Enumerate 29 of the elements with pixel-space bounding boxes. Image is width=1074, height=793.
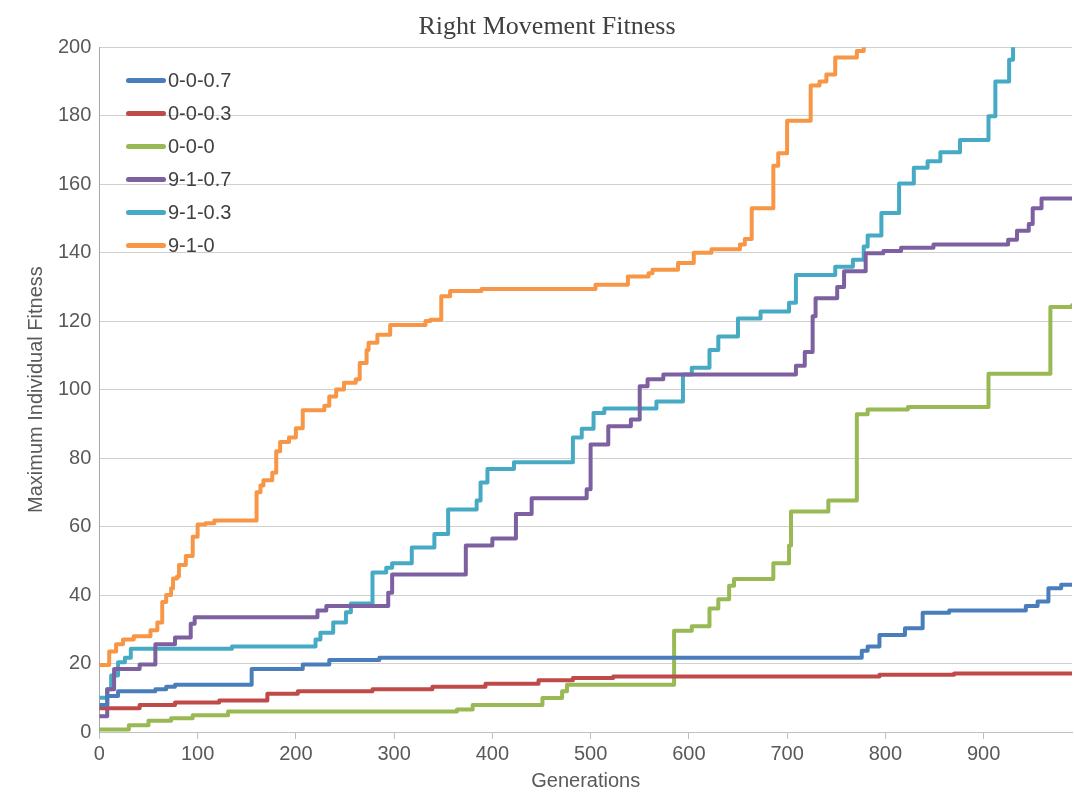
legend-label: 9-1-0 — [168, 234, 215, 257]
x-tick-label: 800 — [868, 741, 903, 764]
legend-label: 0-0-0.7 — [168, 69, 232, 92]
y-tick-label: 20 — [69, 651, 92, 674]
y-tick-label: 60 — [69, 514, 92, 537]
y-tick-label: 200 — [57, 34, 92, 57]
chart-title: Right Movement Fitness — [418, 11, 676, 41]
x-tick-label: 100 — [180, 741, 215, 764]
x-tick-label: 400 — [475, 741, 510, 764]
x-tick-label: 600 — [672, 741, 706, 764]
legend-label: 0-0-0.3 — [168, 102, 232, 125]
x-tick-label: 300 — [377, 741, 411, 764]
legend-label: 9-1-0.7 — [168, 168, 232, 191]
legend-label: 0-0-0 — [168, 135, 215, 158]
y-tick-label: 120 — [57, 308, 92, 331]
y-tick-label: 100 — [57, 377, 92, 400]
x-tick-label: 500 — [573, 741, 608, 764]
y-tick-label: 40 — [69, 582, 92, 605]
x-axis-title: Generations — [531, 768, 641, 791]
y-tick-label: 0 — [80, 719, 92, 742]
y-axis-title: Maximum Individual Fitness — [23, 266, 46, 513]
x-tick-label: 200 — [279, 741, 313, 764]
y-tick-label: 80 — [69, 445, 92, 468]
x-tick-label: 700 — [770, 741, 804, 764]
y-tick-label: 160 — [57, 171, 92, 194]
y-tick-label: 140 — [57, 240, 92, 263]
x-tick-label: 900 — [966, 741, 1001, 764]
y-tick-label: 180 — [57, 103, 92, 126]
legend-label: 9-1-0.3 — [168, 201, 232, 224]
